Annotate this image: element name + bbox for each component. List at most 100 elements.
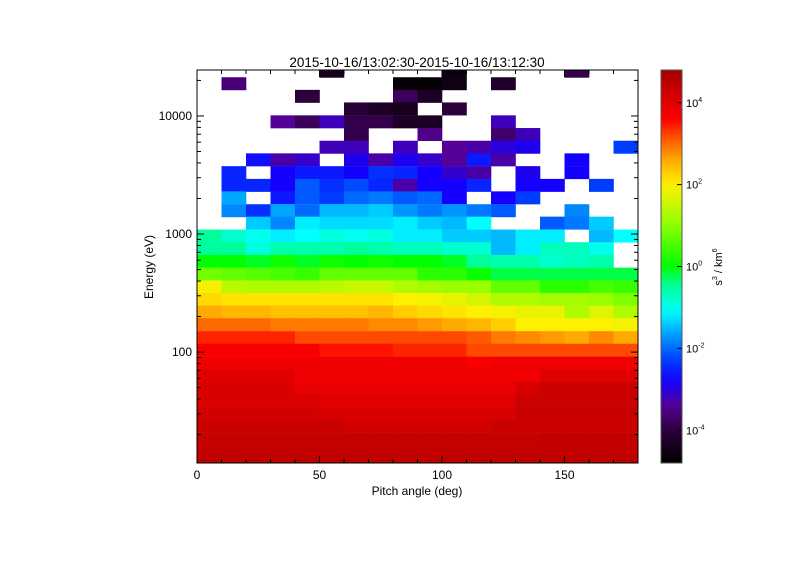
heatmap-cell xyxy=(393,153,418,167)
heatmap-cell xyxy=(417,280,443,294)
heatmap-cell xyxy=(319,140,345,154)
heatmap-cell xyxy=(515,445,541,459)
colorbar-gradient-bar xyxy=(661,70,682,463)
heatmap-cell xyxy=(442,166,467,180)
heatmap-cell xyxy=(197,331,222,345)
heatmap-cell xyxy=(319,191,345,205)
heatmap-cell xyxy=(270,356,296,370)
heatmap-cell xyxy=(613,356,639,370)
heatmap-cell xyxy=(221,166,247,180)
heatmap-cell xyxy=(221,381,247,395)
heatmap-cell xyxy=(491,394,516,408)
heatmap-cell xyxy=(246,419,271,433)
heatmap-cell xyxy=(540,458,565,464)
heatmap-cell xyxy=(564,216,590,230)
heatmap-cell xyxy=(368,267,394,281)
heatmap-cell xyxy=(270,305,296,319)
heatmap-cell xyxy=(344,166,369,180)
heatmap-cell xyxy=(613,140,639,154)
heatmap-cell xyxy=(491,432,516,446)
heatmap-cell xyxy=(442,343,467,357)
heatmap-cell xyxy=(221,254,247,268)
heatmap-cell xyxy=(564,70,590,78)
heatmap-cell xyxy=(368,419,394,433)
heatmap-cell xyxy=(368,318,394,332)
heatmap-cell xyxy=(197,305,222,319)
heatmap-cell xyxy=(442,407,467,421)
heatmap-cell xyxy=(589,216,614,230)
heatmap-cell xyxy=(221,343,247,357)
heatmap-cell xyxy=(491,458,516,464)
heatmap-cell xyxy=(417,343,443,357)
heatmap-cell xyxy=(613,394,639,408)
heatmap-cell xyxy=(564,153,590,167)
heatmap-cell xyxy=(515,331,541,345)
heatmap-cell xyxy=(393,254,418,268)
heatmap-cell xyxy=(442,318,467,332)
heatmap-cell xyxy=(466,445,492,459)
heatmap-cell xyxy=(393,419,418,433)
heatmap-cell xyxy=(270,166,296,180)
heatmap-cell xyxy=(295,343,320,357)
heatmap-cell xyxy=(344,381,369,395)
x-tick-label: 150 xyxy=(554,468,574,482)
heatmap-cell xyxy=(466,458,492,464)
heatmap-cell xyxy=(589,280,614,294)
heatmap-cell xyxy=(417,77,443,91)
heatmap-cell xyxy=(344,318,369,332)
heatmap-cell xyxy=(368,178,394,192)
heatmap-cell xyxy=(246,432,271,446)
y-axis-label: Energy (eV) xyxy=(142,235,156,299)
heatmap-cell xyxy=(295,166,320,180)
heatmap-cell xyxy=(564,407,590,421)
heatmap-cell xyxy=(197,394,222,408)
heatmap-cell xyxy=(540,305,565,319)
heatmap-cell xyxy=(442,178,467,192)
heatmap-cell xyxy=(368,102,394,116)
heatmap-cell xyxy=(295,458,320,464)
heatmap-cell xyxy=(613,292,639,306)
heatmap-cell xyxy=(442,204,467,218)
heatmap-cell xyxy=(270,229,296,243)
heatmap-cell xyxy=(319,178,345,192)
heatmap-cell xyxy=(246,242,271,256)
heatmap-cell xyxy=(540,254,565,268)
heatmap-cell xyxy=(295,394,320,408)
heatmap-cell xyxy=(319,407,345,421)
heatmap-cell xyxy=(368,292,394,306)
heatmap-cell xyxy=(515,280,541,294)
heatmap-cell xyxy=(368,216,394,230)
heatmap-cell xyxy=(589,432,614,446)
heatmap-cell xyxy=(564,458,590,464)
heatmap-cell xyxy=(491,331,516,345)
heatmap-cell xyxy=(246,356,271,370)
heatmap-cell xyxy=(197,318,222,332)
heatmap-cell xyxy=(417,115,443,129)
heatmap-cell xyxy=(197,343,222,357)
heatmap-cell xyxy=(515,254,541,268)
heatmap-cell xyxy=(270,394,296,408)
heatmap-cell xyxy=(564,356,590,370)
heatmap-cell xyxy=(344,432,369,446)
heatmap-cell xyxy=(197,280,222,294)
heatmap-cell xyxy=(270,153,296,167)
heatmap-cell xyxy=(221,204,247,218)
heatmap-cell xyxy=(344,305,369,319)
heatmap-cell xyxy=(344,331,369,345)
heatmap-cell xyxy=(540,445,565,459)
y-tick-label: 1000 xyxy=(165,227,192,241)
heatmap-cell xyxy=(295,280,320,294)
heatmap-cell xyxy=(221,267,247,281)
heatmap-cell xyxy=(368,343,394,357)
heatmap-cell xyxy=(295,369,320,383)
heatmap-cell xyxy=(295,445,320,459)
heatmap-cell xyxy=(221,369,247,383)
colorbar-tick-label: 102 xyxy=(686,179,702,192)
heatmap-cell xyxy=(540,267,565,281)
heatmap-cell xyxy=(417,242,443,256)
heatmap-cell xyxy=(246,153,271,167)
heatmap-cell xyxy=(246,229,271,243)
heatmap-cell xyxy=(393,102,418,116)
heatmap-cell xyxy=(417,229,443,243)
heatmap-cell xyxy=(564,381,590,395)
